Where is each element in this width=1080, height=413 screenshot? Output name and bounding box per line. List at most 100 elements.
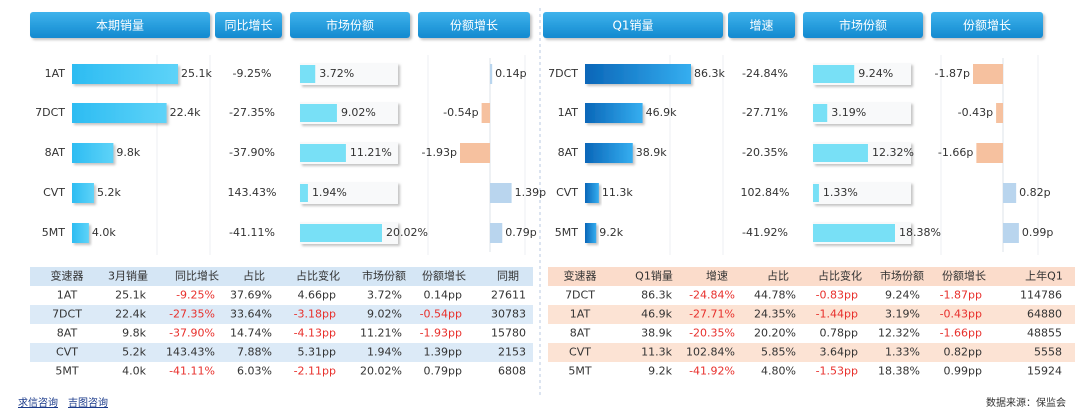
table-cell: 1.94% [367, 346, 402, 359]
footer-link[interactable]: 求信咨询 [18, 396, 58, 409]
sales-label: 38.9k [636, 146, 667, 159]
table-cell: 1.39pp [424, 346, 462, 359]
sales-bar [585, 223, 597, 243]
table-cell: 0.82pp [944, 346, 982, 359]
footer-link[interactable]: 吉图咨询 [68, 396, 108, 409]
sales-bar [585, 64, 691, 84]
table-header: 变速器 [564, 269, 597, 283]
table-cell: 6808 [498, 365, 526, 378]
sales-label: 22.4k [170, 106, 201, 119]
sales-label: 9.2k [599, 226, 623, 239]
header: 本期销量 [96, 19, 144, 33]
table-header-bg [548, 267, 1075, 286]
table-cell: 5.85% [761, 346, 796, 359]
header-bg [30, 12, 210, 38]
growth: 102.84% [741, 186, 790, 199]
table-cell: -1.93pp [420, 327, 462, 340]
table-cell: -20.35% [689, 327, 735, 340]
share-bar [300, 224, 382, 242]
table-cell: 1AT [57, 289, 78, 302]
growth: -27.71% [742, 106, 788, 119]
table-cell: 46.9k [641, 308, 672, 321]
sales-bar [72, 64, 178, 84]
header: Q1销量 [612, 19, 653, 33]
share-change-bar [460, 143, 490, 163]
growth: 143.43% [228, 186, 277, 199]
category: 1AT [558, 106, 579, 119]
share-change-label: -0.43p [958, 106, 993, 119]
table-row-bg [30, 343, 533, 362]
share-change-bar [490, 183, 512, 203]
growth: -37.90% [229, 146, 275, 159]
share-change-label: 0.82p [1019, 186, 1050, 199]
share-label: 3.72% [319, 67, 354, 80]
table-cell: 102.84% [686, 346, 735, 359]
table-cell: 3.19% [885, 308, 920, 321]
share-change-bar [996, 103, 1003, 123]
table-cell: 44.78% [754, 289, 796, 302]
table-cell: 25.1k [115, 289, 146, 302]
category: CVT [43, 186, 65, 199]
header-bg [418, 12, 530, 38]
share-label: 9.02% [341, 106, 376, 119]
table-cell: 5MT [55, 365, 78, 378]
table-cell: -2.11pp [294, 365, 336, 378]
share-bar [813, 65, 855, 83]
header: 市场份额 [839, 18, 887, 33]
sales-label: 5.2k [97, 186, 121, 199]
table-cell: 1AT [570, 308, 591, 321]
share-label: 18.38% [899, 226, 941, 239]
table-cell: -3.18pp [294, 308, 336, 321]
sales-label: 4.0k [92, 226, 116, 239]
table-cell: 48855 [1027, 327, 1062, 340]
table-cell: -1.44pp [816, 308, 858, 321]
table-cell: -1.87pp [940, 289, 982, 302]
header: 同比增长 [224, 19, 272, 33]
table-cell: 7DCT [565, 289, 595, 302]
sales-bar [72, 223, 89, 243]
category: 8AT [558, 146, 579, 159]
sales-bar [72, 183, 94, 203]
table-cell: 0.14pp [424, 289, 462, 302]
table-cell: 5.31pp [298, 346, 336, 359]
table-cell: 5.2k [122, 346, 146, 359]
sales-label: 9.8k [116, 146, 140, 159]
share-bar [300, 104, 337, 122]
table-cell: 2153 [498, 346, 526, 359]
share-change-label: -1.93p [422, 146, 457, 159]
table-cell: 0.79pp [424, 365, 462, 378]
share-label: 12.32% [872, 146, 914, 159]
growth: -24.84% [742, 67, 788, 80]
share-bar [813, 144, 868, 162]
category: 1AT [45, 67, 66, 80]
growth: -27.35% [229, 106, 275, 119]
table-cell: 9.2k [648, 365, 672, 378]
category: 8AT [45, 146, 66, 159]
share-change-label: 0.79p [505, 226, 536, 239]
table-cell: 4.66pp [298, 289, 336, 302]
table-cell: 27611 [491, 289, 526, 302]
sales-label: 11.3k [602, 186, 633, 199]
table-cell: -9.25% [176, 289, 215, 302]
table-cell: 11.3k [641, 346, 672, 359]
header-bg [803, 12, 923, 38]
sales-bar [585, 143, 633, 163]
table-cell: -41.92% [689, 365, 735, 378]
share-bar [813, 184, 819, 202]
share-change-bar [973, 64, 1003, 84]
share-change-bar [1003, 183, 1017, 203]
table-cell: 24.35% [754, 308, 796, 321]
table-cell: 14.74% [230, 327, 272, 340]
table-cell: 4.80% [761, 365, 796, 378]
table-cell: -27.71% [689, 308, 735, 321]
table-cell: -37.90% [169, 327, 215, 340]
table-cell: 143.43% [166, 346, 215, 359]
category: 7DCT [548, 67, 578, 80]
share-change-label: 1.39p [515, 186, 546, 199]
growth: -9.25% [233, 67, 272, 80]
share-bar [300, 65, 316, 83]
table-cell: 5558 [1034, 346, 1062, 359]
table-cell: 7.88% [237, 346, 272, 359]
